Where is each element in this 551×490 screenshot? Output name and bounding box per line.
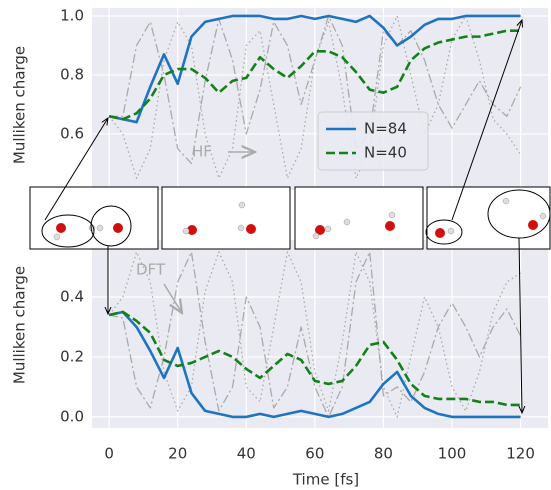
series-line: [108, 15, 522, 179]
series-line: [108, 29, 521, 121]
series-line: [108, 251, 521, 418]
x-tick-label: 40: [237, 445, 256, 463]
y-tick-label: 0.0: [60, 407, 84, 425]
x-axis-label: Time [fs]: [292, 471, 359, 489]
y-tick-label: 0.6: [60, 124, 84, 142]
panel: 0.0 0.2 0.4 0 20 40 60 80 100 120 Mulliken charge T…: [11, 240, 548, 489]
x-tick-label: 120: [506, 445, 535, 463]
legend-label: N=84: [364, 120, 407, 138]
x-tick-label: 80: [374, 445, 393, 463]
y-axis-label: Mulliken charge: [11, 266, 29, 384]
x-tick-label: 20: [168, 445, 187, 463]
y-tick-label: 0.2: [60, 347, 84, 365]
annotation-arrow: [163, 283, 182, 313]
annotation: HF: [192, 143, 212, 161]
legend-label: N=40: [364, 144, 407, 162]
series-line: [108, 14, 521, 124]
x-tick-label: 0: [104, 445, 114, 463]
plot-background: [92, 240, 548, 428]
lines: [108, 14, 522, 179]
x-tick-label: 60: [305, 445, 324, 463]
lines: [108, 251, 522, 419]
molecule-insets: [29, 20, 551, 413]
series-line: [109, 251, 522, 418]
y-tick-label: 1.0: [60, 6, 84, 24]
legend: N=84 N=40: [317, 111, 429, 171]
panel: 0.6 0.8 1.0 Mulliken charge HF: [11, 6, 548, 190]
y-tick-label: 0.8: [60, 65, 84, 83]
legend-box: [317, 111, 429, 171]
series-line: [108, 310, 521, 407]
y-tick-label: 0.4: [60, 287, 84, 305]
annotation: DFT: [136, 261, 166, 279]
x-tick-label: 100: [438, 445, 467, 463]
series-line: [108, 310, 521, 419]
y-axis-label: Mulliken charge: [11, 46, 29, 164]
